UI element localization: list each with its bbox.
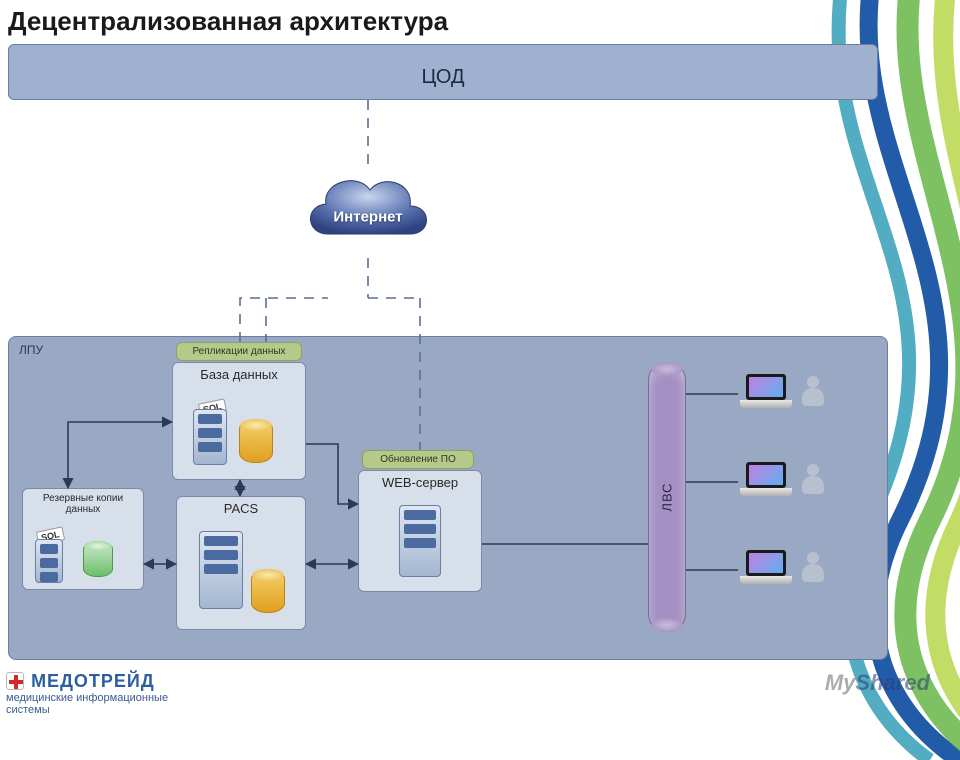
node-database-label: База данных [173, 363, 305, 386]
tag-update: Обновление ПО [362, 450, 474, 469]
laptop-icon [740, 462, 792, 496]
watermark-part1: My [825, 670, 856, 695]
logo-line2: медицинские информационные [6, 692, 168, 704]
medical-cross-icon [6, 672, 24, 690]
laptop-icon [740, 550, 792, 584]
slide-title: Децентрализованная архитектура [8, 6, 448, 37]
tag-replication: Репликации данных [176, 342, 302, 361]
server-icon [35, 539, 63, 583]
cloud-label: Интернет [333, 209, 402, 226]
user-icon [800, 552, 826, 584]
node-pacs: PACS [176, 496, 306, 630]
sql-cylinder-icon [83, 541, 113, 577]
panel-lpu-label: ЛПУ [19, 343, 43, 357]
watermark: MyShared [825, 670, 930, 696]
user-icon [800, 464, 826, 496]
laptop-icon [740, 374, 792, 408]
node-cod-label: ЦОД [9, 45, 877, 109]
server-icon [399, 505, 441, 577]
architecture-diagram: ЦОД Интернет ЛПУ Репликации данных Обнов… [8, 44, 898, 664]
server-icon [193, 409, 227, 465]
node-webserver-label: WEB-сервер [359, 471, 481, 494]
lvs-label: ЛВС [660, 482, 675, 511]
node-webserver: WEB-сервер [358, 470, 482, 592]
logo-line1: МЕДОТРЕЙД [31, 671, 155, 691]
node-backup-label: Резервные копии данных [23, 489, 143, 519]
node-database: База данных SQL [172, 362, 306, 480]
user-icon [800, 376, 826, 408]
brand-logo: МЕДОТРЕЙД медицинские информационные сис… [6, 671, 168, 716]
db-cylinder-icon [239, 419, 273, 463]
db-cylinder-icon [251, 569, 285, 613]
node-backup: Резервные копии данных SQL [22, 488, 144, 590]
watermark-part2: Shared [855, 670, 930, 695]
node-pacs-label: PACS [177, 497, 305, 520]
lvs-bus: ЛВС [648, 362, 686, 632]
cloud-internet: Интернет [298, 164, 438, 259]
server-rack-icon [199, 531, 243, 609]
logo-line3: системы [6, 704, 50, 716]
node-cod: ЦОД [8, 44, 878, 100]
